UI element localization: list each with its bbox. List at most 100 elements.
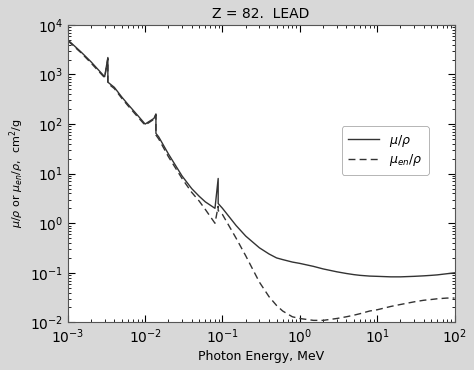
$\mu_{en}/\rho$ xyxy=(156,137,162,141)
$\mu_{en}/\rho$ xyxy=(142,123,148,127)
$\mu/\rho$ xyxy=(428,273,434,278)
$\mu_{en}/\rho$ xyxy=(215,204,221,208)
$\mu_{en}/\rho$ xyxy=(351,313,357,317)
X-axis label: Photon Energy, MeV: Photon Energy, MeV xyxy=(198,350,324,363)
$\mu_{en}/\rho$ xyxy=(280,309,285,313)
$\mu/\rho$ xyxy=(388,275,393,279)
$\mu_{en}/\rho$ xyxy=(79,51,84,55)
Legend: $\mu/\rho$, $\mu_{en}/\rho$: $\mu/\rho$, $\mu_{en}/\rho$ xyxy=(342,126,429,175)
Line: $\mu_{en}/\rho$: $\mu_{en}/\rho$ xyxy=(68,41,455,320)
$\mu/\rho$ xyxy=(111,85,117,90)
$\mu_{en}/\rho$ xyxy=(165,154,171,159)
$\mu_{en}/\rho$ xyxy=(215,208,221,213)
$\mu/\rho$ xyxy=(105,80,111,84)
$\mu/\rho$ xyxy=(280,258,285,262)
$\mu/\rho$ xyxy=(79,50,84,54)
$\mu/\rho$ xyxy=(88,60,94,64)
$\mu_{en}/\rho$ xyxy=(105,81,111,85)
$\mu_{en}/\rho$ xyxy=(102,75,108,80)
$\mu_{en}/\rho$ xyxy=(320,318,326,323)
$\mu_{en}/\rho$ xyxy=(273,303,279,308)
$\mu/\rho$ xyxy=(215,201,221,206)
$\mu/\rho$ xyxy=(215,176,221,181)
$\mu/\rho$ xyxy=(119,95,125,99)
$\mu/\rho$ xyxy=(344,271,349,276)
$\mu/\rho$ xyxy=(452,270,457,275)
$\mu_{en}/\rho$ xyxy=(398,302,403,307)
$\mu/\rho$ xyxy=(266,252,272,256)
$\mu_{en}/\rho$ xyxy=(428,297,434,302)
$\mu_{en}/\rho$ xyxy=(357,312,363,316)
$\mu/\rho$ xyxy=(233,223,239,228)
$\mu/\rho$ xyxy=(357,273,363,278)
$\mu_{en}/\rho$ xyxy=(411,300,417,304)
$\mu/\rho$ xyxy=(374,274,380,279)
$\mu/\rho$ xyxy=(421,274,427,278)
$\mu_{en}/\rho$ xyxy=(119,96,125,101)
$\mu_{en}/\rho$ xyxy=(297,316,303,321)
$\mu_{en}/\rho$ xyxy=(444,296,450,300)
$\mu_{en}/\rho$ xyxy=(367,309,373,313)
$\mu_{en}/\rho$ xyxy=(243,254,248,258)
$\mu/\rho$ xyxy=(105,55,111,60)
$\mu/\rho$ xyxy=(256,246,262,250)
Line: $\mu/\rho$: $\mu/\rho$ xyxy=(68,40,455,277)
$\mu/\rho$ xyxy=(367,274,373,278)
$\mu/\rho$ xyxy=(444,272,450,276)
$\mu_{en}/\rho$ xyxy=(452,296,457,300)
$\mu_{en}/\rho$ xyxy=(219,212,225,217)
$\mu/\rho$ xyxy=(290,260,295,264)
$\mu/\rho$ xyxy=(212,206,218,211)
Title: Z = 82.  LEAD: Z = 82. LEAD xyxy=(212,7,310,21)
$\mu/\rho$ xyxy=(398,275,403,279)
$\mu/\rho$ xyxy=(219,206,225,211)
$\mu/\rho$ xyxy=(411,274,417,279)
$\mu_{en}/\rho$ xyxy=(202,207,208,212)
$\mu_{en}/\rho$ xyxy=(189,190,194,195)
$\mu/\rho$ xyxy=(179,174,185,178)
$\mu_{en}/\rho$ xyxy=(111,86,117,91)
$\mu_{en}/\rho$ xyxy=(105,56,111,61)
$\mu_{en}/\rho$ xyxy=(153,112,159,117)
$\mu/\rho$ xyxy=(351,272,357,277)
$\mu/\rho$ xyxy=(196,194,202,198)
$\mu/\rho$ xyxy=(297,261,303,266)
$\mu/\rho$ xyxy=(320,267,326,271)
$\mu_{en}/\rho$ xyxy=(388,304,393,309)
$\mu/\rho$ xyxy=(135,113,140,118)
$\mu/\rho$ xyxy=(142,122,148,126)
$\mu_{en}/\rho$ xyxy=(266,295,272,299)
Y-axis label: $\mu/\rho$ or $\mu_{en}/\rho$,  cm$^2$/g: $\mu/\rho$ or $\mu_{en}/\rho$, cm$^2$/g xyxy=(7,119,26,228)
$\mu/\rho$ xyxy=(153,131,159,135)
$\mu_{en}/\rho$ xyxy=(151,117,157,121)
$\mu/\rho$ xyxy=(189,186,194,191)
$\mu/\rho$ xyxy=(243,234,248,238)
$\mu_{en}/\rho$ xyxy=(435,296,440,301)
$\mu_{en}/\rho$ xyxy=(125,104,131,108)
$\mu/\rho$ xyxy=(165,152,171,156)
$\mu/\rho$ xyxy=(153,112,159,116)
$\mu/\rho$ xyxy=(156,135,162,139)
$\mu/\rho$ xyxy=(125,102,131,107)
$\mu/\rho$ xyxy=(435,273,440,277)
$\mu_{en}/\rho$ xyxy=(256,280,262,284)
$\mu/\rho$ xyxy=(151,116,157,121)
$\mu_{en}/\rho$ xyxy=(196,199,202,203)
$\mu_{en}/\rho$ xyxy=(233,236,239,240)
$\mu_{en}/\rho$ xyxy=(212,221,218,225)
$\mu_{en}/\rho$ xyxy=(179,176,185,181)
$\mu_{en}/\rho$ xyxy=(421,298,427,302)
$\mu/\rho$ xyxy=(102,74,108,79)
$\mu_{en}/\rho$ xyxy=(290,314,295,319)
$\mu_{en}/\rho$ xyxy=(153,133,159,137)
$\mu/\rho$ xyxy=(334,270,339,274)
$\mu_{en}/\rho$ xyxy=(88,61,94,65)
$\mu_{en}/\rho$ xyxy=(310,318,316,323)
$\mu_{en}/\rho$ xyxy=(65,38,71,43)
$\mu/\rho$ xyxy=(202,200,208,204)
$\mu/\rho$ xyxy=(310,264,316,269)
$\mu_{en}/\rho$ xyxy=(135,115,140,119)
$\mu/\rho$ xyxy=(65,38,71,42)
$\mu_{en}/\rho$ xyxy=(334,316,339,321)
$\mu_{en}/\rho$ xyxy=(374,307,380,312)
